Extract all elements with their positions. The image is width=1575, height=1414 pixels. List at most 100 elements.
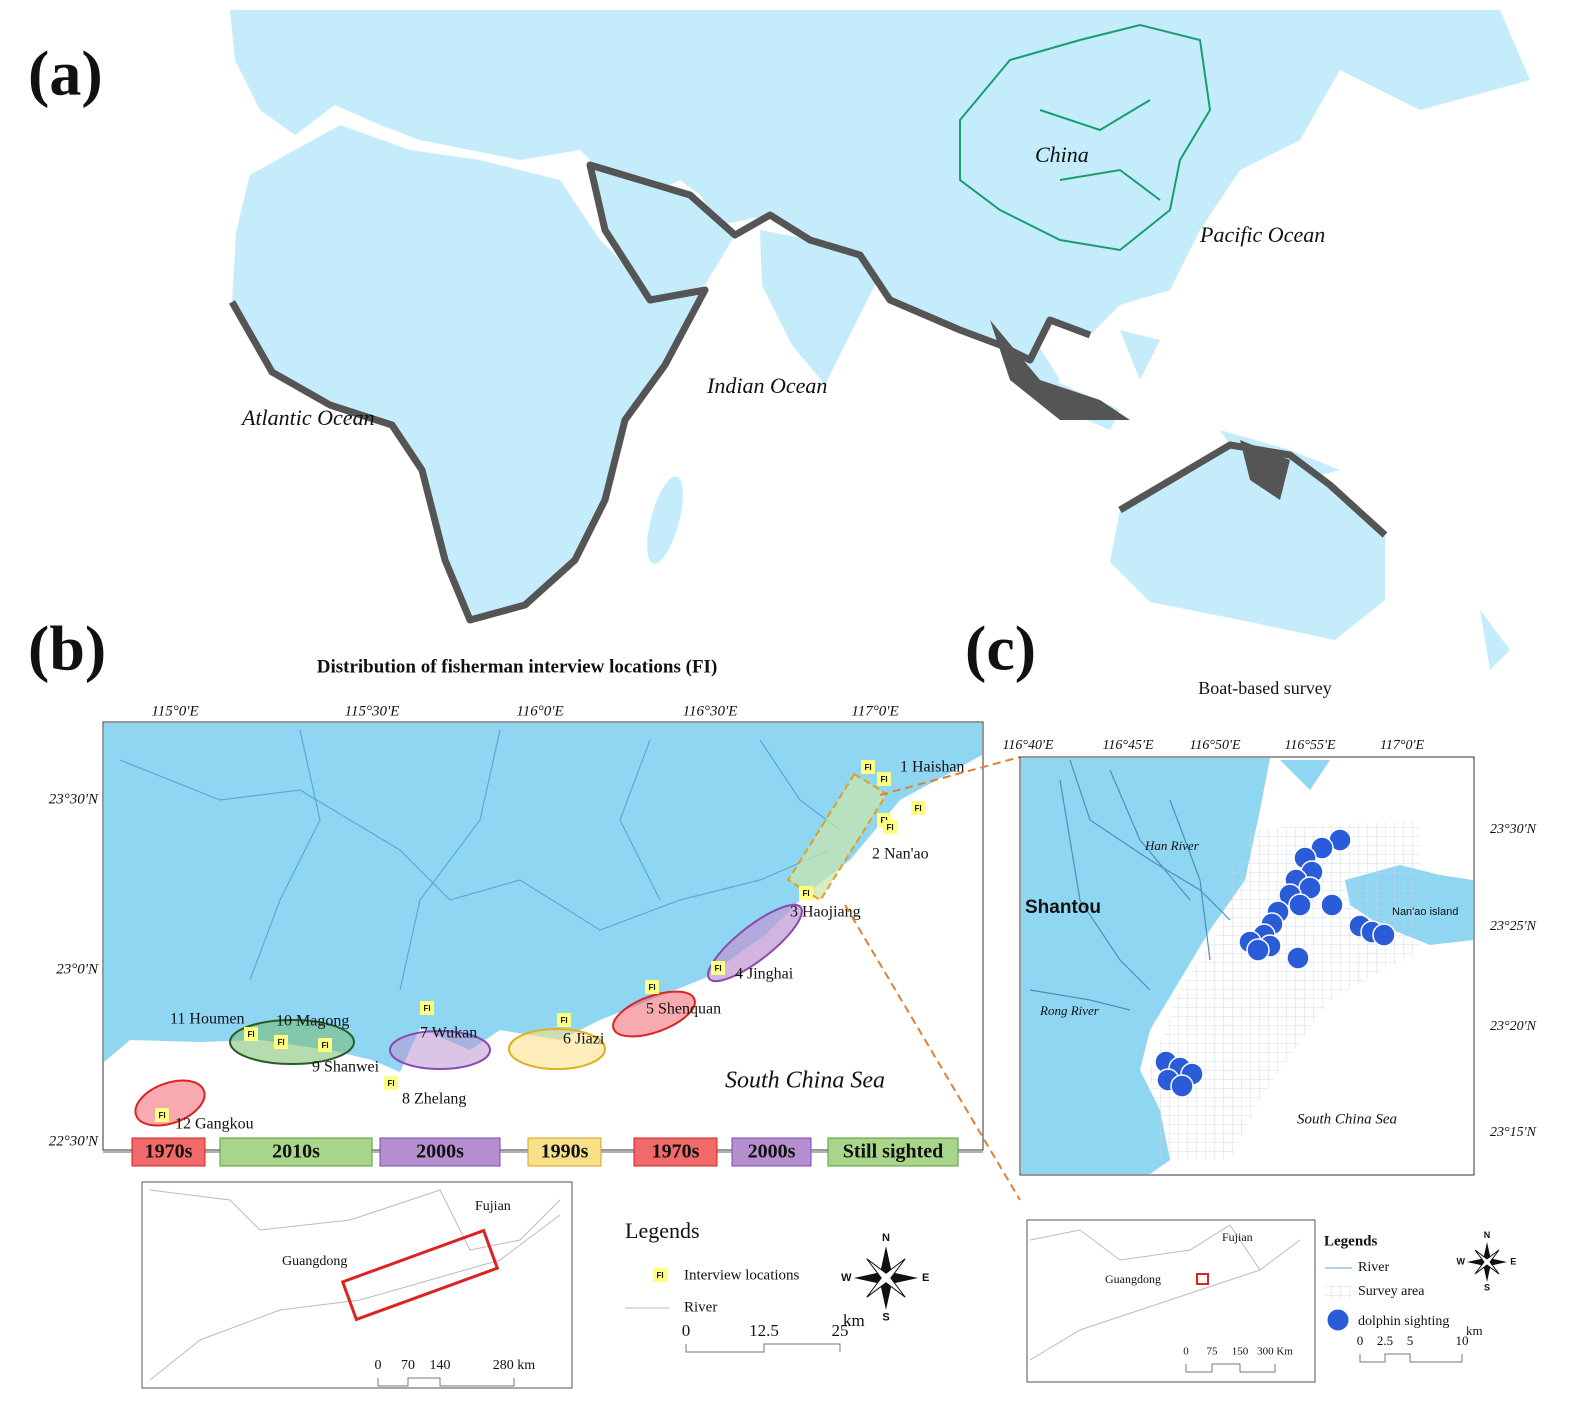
map-title: Boat-based survey xyxy=(1198,678,1331,698)
scale-bar xyxy=(685,1343,841,1353)
place-label: Han River xyxy=(1144,838,1200,853)
period-area xyxy=(707,903,803,983)
scale-bar xyxy=(377,1377,515,1387)
panel-label: (b) xyxy=(28,613,106,684)
fi-marker xyxy=(557,1013,571,1027)
se-asia xyxy=(980,300,1160,430)
new-zealand xyxy=(1480,610,1510,670)
place-label: China xyxy=(1035,142,1089,167)
map-title: Distribution of fisherman interview loca… xyxy=(317,656,718,677)
river xyxy=(1059,779,1211,991)
period-box xyxy=(731,1137,812,1167)
scale-label: 0 xyxy=(375,1358,382,1373)
inset-frame xyxy=(1026,1219,1316,1383)
place-label: Atlantic Ocean xyxy=(240,405,375,430)
period-ellipses xyxy=(134,772,889,1127)
site-label: 1 Haishan xyxy=(900,759,964,776)
map-shape: N S W E xyxy=(841,1232,929,1323)
fi-marker-label: FI xyxy=(423,1004,430,1013)
lon-tick-label: 117°0'E xyxy=(1380,738,1425,753)
place-label: Nan'ao island xyxy=(1392,906,1458,918)
map-shape: 1970s 2010s 2000s 1990s 1970s 2000s Still sigh… xyxy=(103,1137,983,1167)
coast-segment xyxy=(228,161,1092,624)
eurasia xyxy=(230,10,1530,360)
scale-label: 10 xyxy=(1456,1333,1469,1348)
compass-label: W xyxy=(841,1272,852,1284)
africa xyxy=(232,125,705,620)
scale-label: 5 xyxy=(1407,1333,1414,1348)
map-shape: 1 Haishan 2 Nan'ao 3 Haojiang 4 Jinghai 5 Sh… xyxy=(155,759,964,1133)
scale-unit: km xyxy=(843,1311,865,1330)
fi-marker-label: FI xyxy=(648,983,655,992)
site-label: 11 Houmen xyxy=(170,1011,245,1028)
map-shape xyxy=(1154,828,1396,1098)
fi-marker xyxy=(645,980,659,994)
fi-marker xyxy=(911,801,925,815)
legend-title: Legends xyxy=(1324,1233,1378,1249)
land xyxy=(1021,758,1270,1174)
site-label: 4 Jinghai xyxy=(735,966,794,983)
madagascar xyxy=(647,476,683,564)
period-label: 2010s xyxy=(272,1141,320,1163)
compass-rose xyxy=(866,1258,906,1298)
site-label: 9 Shanwei xyxy=(312,1059,380,1076)
lon-tick-label: 117°0'E xyxy=(851,703,898,719)
fi-marker-label: FI xyxy=(560,1016,567,1025)
lon-tick-label: 116°45'E xyxy=(1102,738,1154,753)
connector xyxy=(844,756,1021,1201)
place-label: Indian Ocean xyxy=(706,373,827,398)
world-map: (a) China Pacific Ocean Indian Ocean Atl… xyxy=(28,10,1530,670)
dolphin-sighting xyxy=(1286,946,1310,970)
period-area xyxy=(389,1030,491,1070)
dolphin-sighting xyxy=(1288,893,1312,917)
china-outline xyxy=(959,23,1212,252)
fi-marker-label: FI xyxy=(158,1111,165,1120)
lon-tick-label: 116°40'E xyxy=(1002,738,1054,753)
lat-tick-label: 23°15'N xyxy=(1490,1125,1537,1140)
island xyxy=(1280,760,1473,945)
dolphin-sighting xyxy=(1246,938,1270,962)
scale-label: 300 Km xyxy=(1257,1346,1293,1358)
period-box xyxy=(131,1137,206,1167)
lon-tick-label: 116°0'E xyxy=(516,703,563,719)
legend-swatch xyxy=(1326,1308,1350,1332)
lat-tick-label: 22°30'N xyxy=(49,1133,99,1149)
survey-area xyxy=(1150,820,1420,1160)
panel-label: (a) xyxy=(28,38,103,109)
scale-label: 2.5 xyxy=(1377,1333,1393,1348)
compass-label: E xyxy=(1510,1256,1516,1266)
legend-item: Interview locations xyxy=(684,1267,800,1283)
dolphin-sighting xyxy=(1170,1074,1194,1098)
period-label: 1990s xyxy=(541,1141,589,1163)
province-label: Guangdong xyxy=(1105,1272,1161,1286)
fi-marker-label: FI xyxy=(277,1038,284,1047)
fi-marker xyxy=(711,961,725,975)
scale-bar xyxy=(1359,1353,1463,1363)
rivers xyxy=(1029,759,1231,1011)
site-label: 3 Haojiang xyxy=(790,904,861,921)
period-label: 2000s xyxy=(748,1141,796,1163)
fi-marker xyxy=(861,760,875,774)
scale-label: 140 xyxy=(430,1358,451,1373)
land xyxy=(104,723,982,1072)
scale-unit: km xyxy=(1466,1323,1483,1338)
lon-tick-label: 116°30'E xyxy=(683,703,738,719)
panel-c: (c) Boat-based survey Shantou Han River … xyxy=(965,613,1537,1383)
arabia xyxy=(590,165,735,300)
fi-marker xyxy=(244,1027,258,1041)
lat-tick-label: 23°0'N xyxy=(56,961,99,977)
lon-tick-label: 116°50'E xyxy=(1189,738,1241,753)
compass-label: S xyxy=(1484,1283,1490,1293)
fi-marker-label: FI xyxy=(247,1030,254,1039)
scale-label: 25 xyxy=(832,1321,849,1340)
legend-item: River xyxy=(1358,1260,1389,1275)
period-area xyxy=(134,1079,206,1127)
lon-tick-label: 116°55'E xyxy=(1284,738,1336,753)
inset-border xyxy=(149,1189,561,1381)
lon-tick-label: 115°0'E xyxy=(151,703,198,719)
period-box xyxy=(633,1137,718,1167)
dolphin-sighting xyxy=(1320,893,1344,917)
australia xyxy=(1110,445,1385,640)
